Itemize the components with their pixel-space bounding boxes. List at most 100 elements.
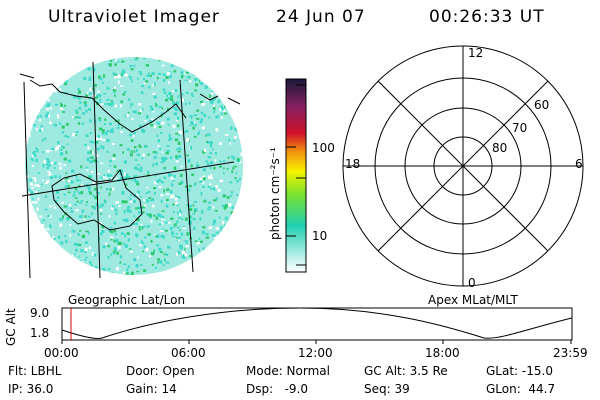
aurora-speckle [73,253,76,256]
aurora-speckle [173,224,175,228]
aurora-speckle [155,105,157,107]
aurora-speckle [166,94,169,97]
aurora-speckle [235,78,239,82]
aurora-speckle [89,76,91,79]
aurora-speckle [201,181,205,184]
aurora-speckle [106,103,110,106]
aurora-speckle [203,177,206,180]
aurora-speckle [182,73,185,77]
aurora-speckle [109,160,112,163]
info-ip: IP: 36.0 [8,382,54,396]
aurora-speckle [99,98,102,102]
aurora-speckle [37,197,40,201]
aurora-speckle [58,144,61,147]
aurora-speckle [57,63,60,67]
aurora-speckle [36,128,38,131]
aurora-speckle [218,66,222,69]
aurora-speckle [215,128,219,132]
aurora-speckle [162,159,166,162]
aurora-speckle [32,94,36,98]
aurora-speckle [185,102,187,106]
aurora-speckle [176,60,181,64]
aurora-speckle [210,101,214,104]
aurora-speckle [138,206,142,210]
aurora-speckle [162,73,166,77]
aurora-speckle [54,147,58,151]
aurora-speckle [109,174,113,177]
aurora-speckle [67,218,70,220]
aurora-speckle [134,166,137,170]
aurora-speckle [101,145,105,150]
aurora-speckle [34,246,37,250]
aurora-speckle [208,175,212,180]
aurora-speckle [138,102,142,106]
aurora-speckle [179,244,183,248]
aurora-speckle [236,250,240,254]
aurora-speckle [87,151,90,155]
aurora-speckle [79,229,82,232]
aurora-speckle [117,74,121,79]
aurora-speckle [113,57,116,61]
aurora-speckle [36,67,39,71]
aurora-speckle [75,134,78,136]
aurora-speckle [235,172,238,175]
aurora-speckle [111,207,114,210]
aurora-speckle [210,99,214,103]
aurora-speckle [165,270,168,273]
aurora-speckle [213,109,216,114]
aurora-speckle [146,115,149,119]
aurora-speckle [37,172,41,174]
aurora-speckle [90,171,94,173]
aurora-speckle [225,228,229,231]
aurora-speckle [117,123,121,126]
aurora-speckle [110,101,114,105]
aurora-speckle [204,256,208,260]
aurora-speckle [124,172,126,176]
aurora-speckle [205,140,208,143]
aurora-speckle [155,162,158,166]
aurora-speckle [39,119,42,122]
aurora-speckle [89,191,92,195]
aurora-speckle [117,204,121,207]
aurora-speckle [136,167,140,171]
altitude-y-bottom: 1.8 [30,326,50,340]
aurora-speckle [33,124,36,127]
aurora-speckle [84,104,88,107]
aurora-speckle [175,232,178,235]
aurora-speckle [33,86,35,89]
aurora-speckle [57,71,61,75]
aurora-speckle [150,252,155,256]
aurora-speckle [150,124,154,127]
aurora-speckle [166,117,170,121]
aurora-speckle [117,245,121,249]
aurora-speckle [210,255,214,257]
aurora-speckle [71,73,74,75]
aurora-speckle [89,261,92,264]
aurora-speckle [198,270,200,273]
aurora-speckle [73,203,77,206]
aurora-speckle [51,161,55,165]
aurora-speckle [107,268,111,270]
aurora-speckle [176,220,179,224]
aurora-speckle [185,91,189,94]
aurora-speckle [209,251,213,254]
aurora-speckle [192,126,195,130]
aurora-speckle [169,227,173,231]
info-seq: Seq: 39 [364,382,410,396]
aurora-speckle [27,188,31,191]
aurora-speckle [100,77,103,81]
aurora-speckle [77,96,81,100]
aurora-speckle [199,217,202,221]
aurora-speckle [153,249,155,253]
aurora-speckle [212,240,216,243]
aurora-speckle [75,175,78,178]
aurora-speckle [176,101,180,105]
aurora-speckle [57,196,60,199]
aurora-speckle [235,219,240,223]
aurora-speckle [164,157,168,161]
aurora-speckle [193,226,196,230]
aurora-speckle [97,172,101,175]
aurora-speckle [147,233,151,236]
aurora-speckle [112,252,115,255]
aurora-speckle [221,204,226,208]
